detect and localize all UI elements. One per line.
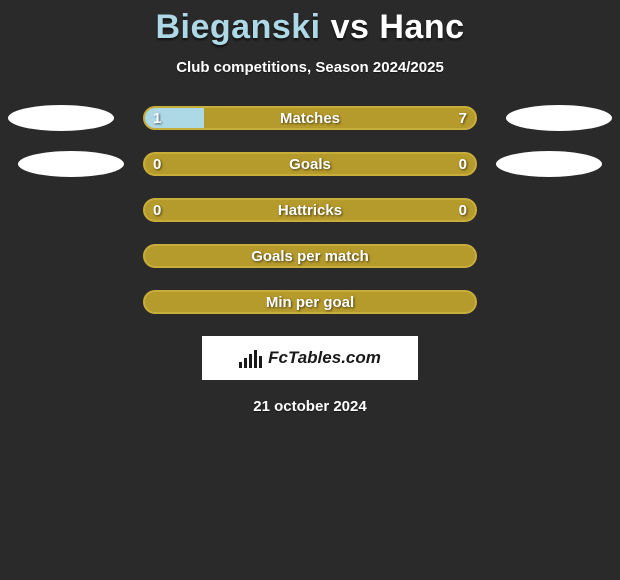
stat-value-right: 7 — [459, 106, 467, 130]
right-player-photo-placeholder — [506, 105, 612, 131]
comparison-chart: Matches17Goals00Hattricks00Goals per mat… — [0, 106, 620, 314]
stat-row-hattricks: Hattricks00 — [143, 198, 477, 222]
stat-value-right: 0 — [459, 198, 467, 222]
vs-text: vs — [331, 8, 370, 46]
right-player-photo-placeholder — [496, 151, 602, 177]
page-title: Bieganski vs Hanc — [0, 0, 620, 47]
stat-value-left: 1 — [153, 106, 161, 130]
player1-name: Bieganski — [156, 8, 321, 46]
logo-bars-icon — [239, 348, 262, 368]
left-player-photo-placeholder — [18, 151, 124, 177]
date-text: 21 october 2024 — [0, 398, 620, 415]
left-player-photo-placeholder — [8, 105, 114, 131]
stat-value-left: 0 — [153, 198, 161, 222]
fctables-logo: FcTables.com — [202, 336, 418, 380]
stat-value-left: 0 — [153, 152, 161, 176]
stat-row-goals: Goals00 — [143, 152, 477, 176]
subtitle: Club competitions, Season 2024/2025 — [0, 59, 620, 76]
player2-name: Hanc — [379, 8, 464, 46]
logo-text: FcTables.com — [268, 348, 381, 368]
stat-row-min-per-goal: Min per goal — [143, 290, 477, 314]
stat-row-matches: Matches17 — [143, 106, 477, 130]
stat-value-right: 0 — [459, 152, 467, 176]
stat-row-goals-per-match: Goals per match — [143, 244, 477, 268]
